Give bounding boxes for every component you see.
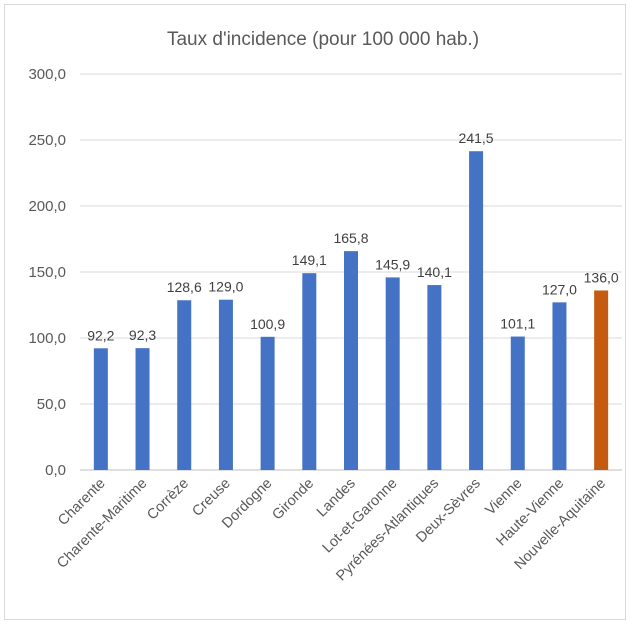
data-label: 145,9 [375, 256, 410, 272]
x-tick-label: Lot-et-Garonne [320, 476, 401, 557]
data-labels: 92,2 92,3 128,6 129,0 100,9 149,1 165,8 145,9 14… [87, 130, 619, 343]
bar [344, 251, 358, 470]
data-label: 128,6 [167, 279, 202, 295]
data-label: 101,1 [500, 316, 535, 332]
bar [552, 302, 567, 470]
data-label: 92,2 [87, 327, 114, 343]
bar [93, 348, 108, 470]
bar [385, 277, 400, 470]
bar [218, 299, 233, 470]
y-tick-label: 250,0 [28, 132, 66, 149]
gridlines [80, 73, 622, 471]
data-label: 129,0 [208, 279, 243, 295]
y-tick-label: 200,0 [28, 198, 66, 215]
bar [177, 300, 192, 470]
data-label: 140,1 [417, 264, 452, 280]
x-axis-ticks: CharenteCharente-MaritimeCorrèzeCreuseDo… [54, 476, 609, 585]
x-tick-label: Gironde [269, 476, 317, 524]
data-label: 165,8 [333, 230, 368, 246]
bars [93, 151, 609, 470]
bar [302, 273, 317, 470]
y-tick-label: 150,0 [28, 264, 66, 281]
y-tick-label: 0,0 [45, 462, 66, 479]
bar [427, 285, 442, 470]
y-tick-label: 100,0 [28, 330, 66, 347]
data-label: 127,0 [542, 281, 577, 297]
bar [260, 336, 275, 470]
x-tick-label: Corrèze [144, 476, 192, 524]
data-label: 136,0 [584, 269, 619, 285]
bar [135, 348, 150, 470]
data-label: 92,3 [129, 327, 156, 343]
bar [469, 151, 484, 470]
data-label: 100,9 [250, 316, 285, 332]
data-label: 241,5 [459, 130, 494, 146]
bar [510, 336, 525, 470]
chart-title: Taux d'incidence (pour 100 000 hab.) [167, 29, 479, 50]
y-axis-ticks: 0,0 50,0 100,0 150,0 200,0 250,0 300,0 [28, 66, 66, 479]
y-tick-label: 50,0 [37, 396, 66, 413]
y-tick-label: 300,0 [28, 66, 66, 83]
data-label: 149,1 [292, 252, 327, 268]
bar [594, 290, 609, 470]
